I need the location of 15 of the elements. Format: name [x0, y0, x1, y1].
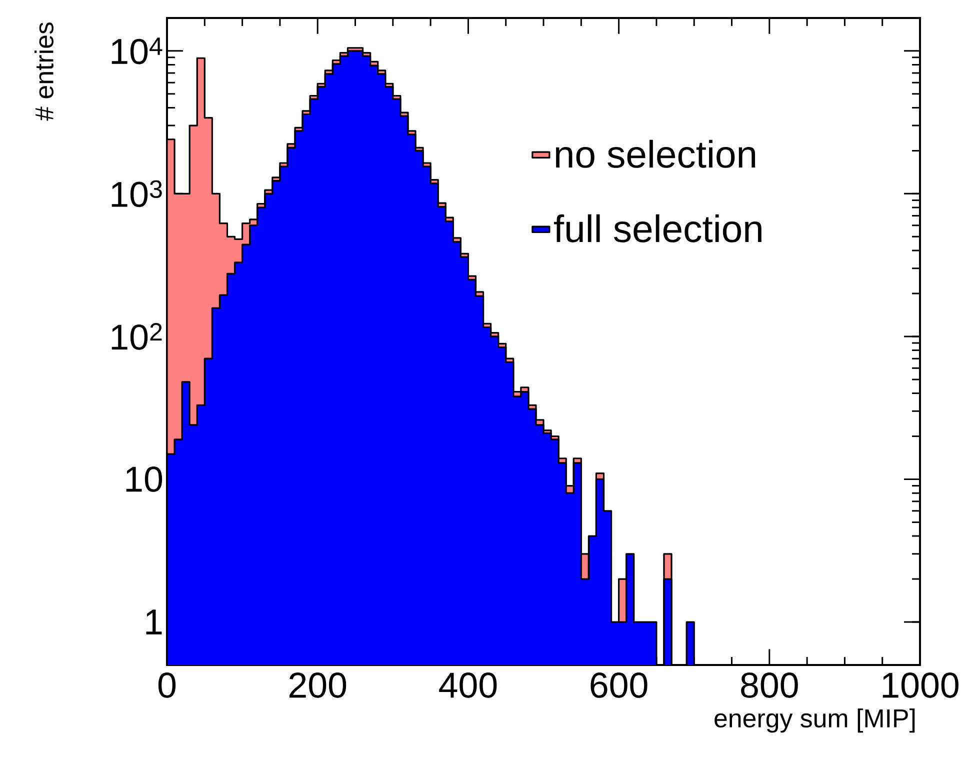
x-tick-label: 200 — [289, 672, 346, 698]
x-tick-label: 400 — [439, 672, 497, 698]
x-tick-label: 600 — [590, 672, 648, 698]
y-tick-label: 10 — [126, 466, 162, 492]
y-tick-label: 10$^{2}$ — [112, 323, 162, 350]
x-tick-label: 0 — [158, 672, 176, 698]
y-axis-title: # entries — [34, 22, 54, 121]
x-axis-title: energy sum [MIP] — [714, 708, 915, 733]
y-tick-label: 1 — [146, 610, 162, 634]
x-tick-label: 1000 — [882, 672, 958, 698]
y-tick-label: 10$^{3}$ — [112, 180, 162, 208]
legend-label: full selection — [554, 214, 762, 242]
y-tick-label: 10$^{4}$ — [112, 38, 162, 64]
x-tick-label: 800 — [741, 672, 798, 698]
legend-label: no selection — [556, 140, 756, 168]
